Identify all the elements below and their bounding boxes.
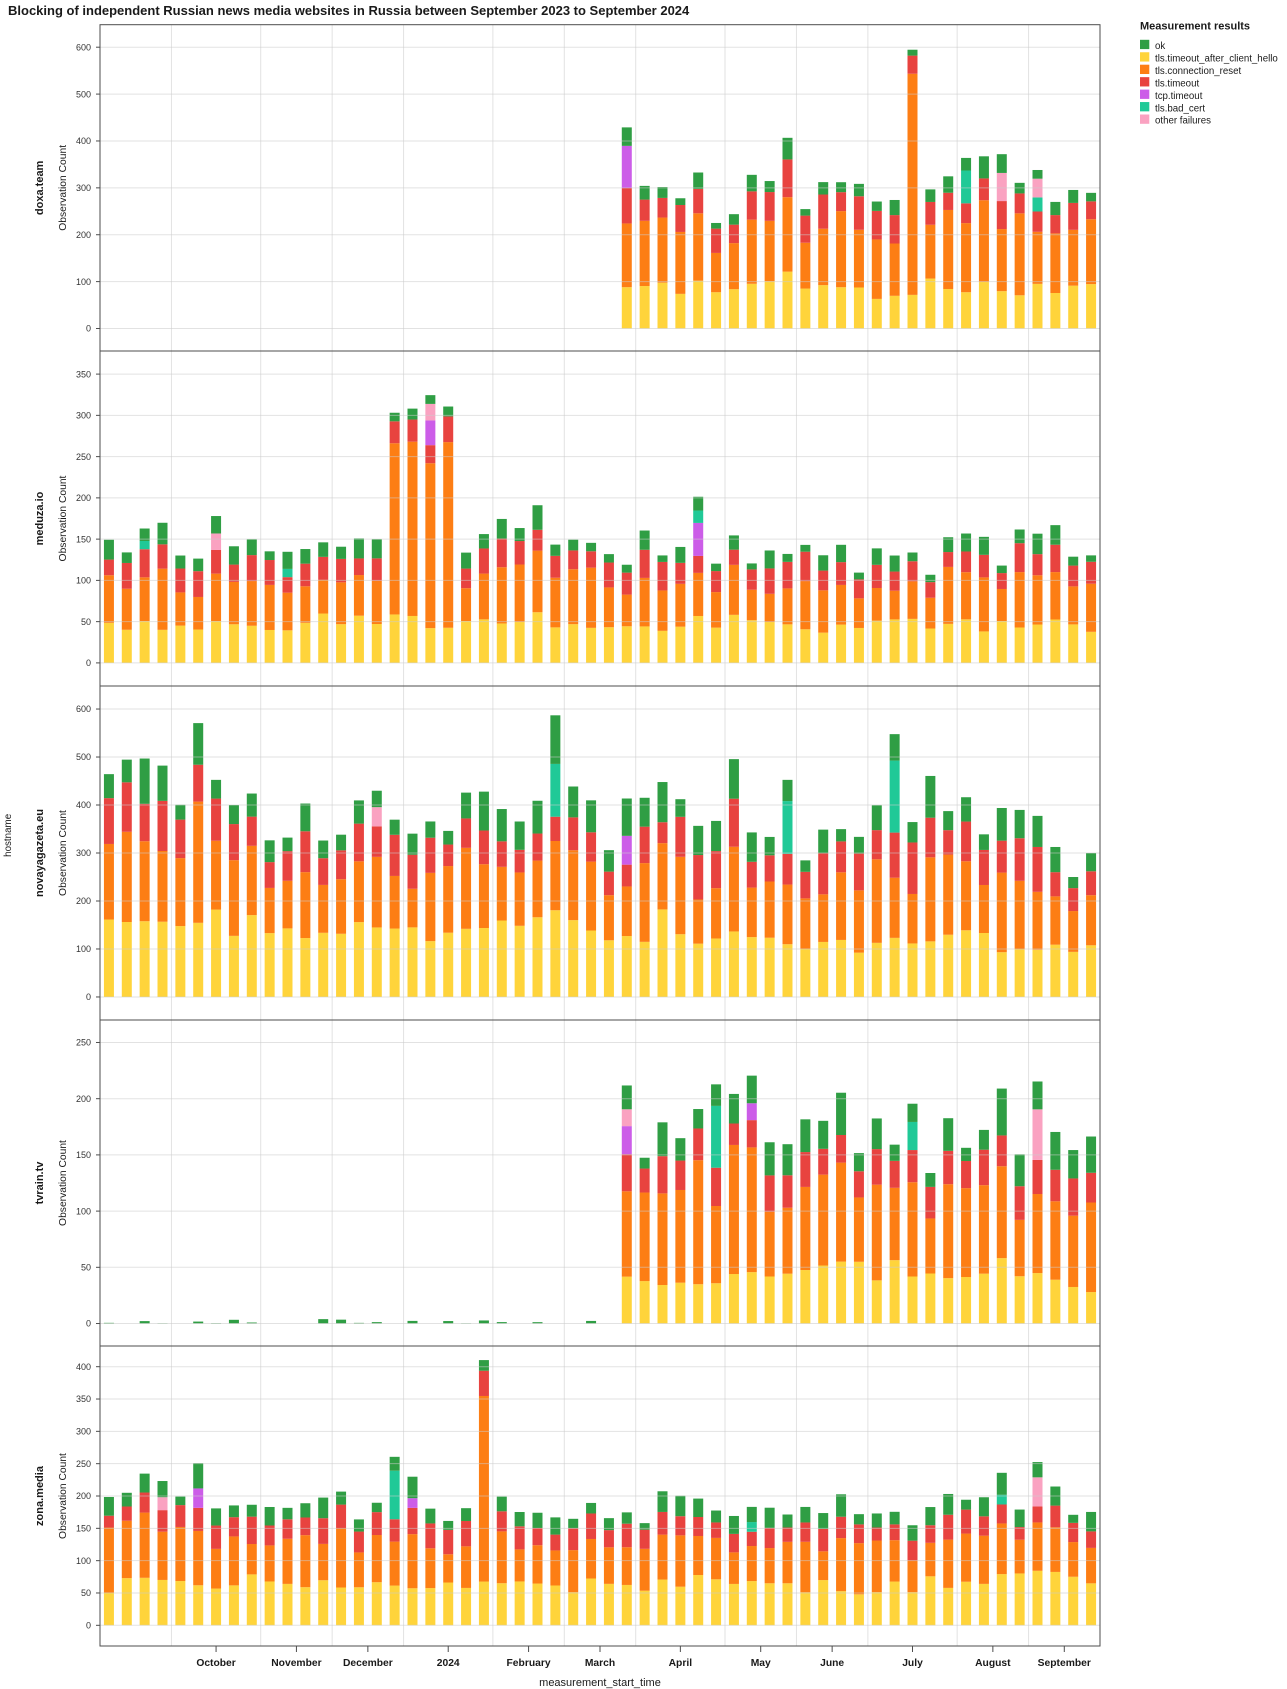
svg-text:Observation Count: Observation Count xyxy=(58,810,69,896)
svg-text:April: April xyxy=(669,1658,693,1669)
svg-text:zona.media: zona.media xyxy=(34,1465,46,1526)
svg-text:250: 250 xyxy=(76,1038,91,1048)
svg-text:0: 0 xyxy=(86,658,91,668)
svg-text:tcp.timeout: tcp.timeout xyxy=(1155,91,1203,102)
svg-text:novayagazeta.eu: novayagazeta.eu xyxy=(34,809,46,897)
svg-text:June: June xyxy=(820,1658,844,1669)
svg-text:400: 400 xyxy=(76,1362,91,1372)
svg-text:ok: ok xyxy=(1155,41,1165,52)
svg-text:Observation Count: Observation Count xyxy=(58,145,69,231)
svg-text:measurement_start_time: measurement_start_time xyxy=(539,1677,661,1689)
svg-text:Observation Count: Observation Count xyxy=(58,1140,69,1226)
svg-text:hostname: hostname xyxy=(3,813,14,857)
svg-text:400: 400 xyxy=(76,800,91,810)
svg-text:250: 250 xyxy=(76,452,91,462)
svg-text:250: 250 xyxy=(76,1459,91,1469)
svg-text:May: May xyxy=(751,1658,771,1669)
svg-text:0: 0 xyxy=(86,1319,91,1329)
svg-text:50: 50 xyxy=(81,617,91,627)
svg-text:100: 100 xyxy=(76,944,91,954)
svg-text:350: 350 xyxy=(76,1394,91,1404)
svg-text:other failures: other failures xyxy=(1155,116,1211,127)
svg-text:September: September xyxy=(1038,1658,1091,1669)
svg-text:tls.timeout_after_client_hello: tls.timeout_after_client_hello xyxy=(1155,53,1278,64)
svg-text:600: 600 xyxy=(76,704,91,714)
svg-text:Measurement results: Measurement results xyxy=(1140,21,1250,33)
svg-text:200: 200 xyxy=(76,1094,91,1104)
svg-text:50: 50 xyxy=(81,1263,91,1273)
svg-text:tvrain.tv: tvrain.tv xyxy=(34,1161,46,1205)
svg-text:100: 100 xyxy=(76,576,91,586)
svg-text:150: 150 xyxy=(76,1150,91,1160)
svg-text:0: 0 xyxy=(86,1621,91,1631)
svg-text:200: 200 xyxy=(76,896,91,906)
svg-text:December: December xyxy=(343,1658,393,1669)
svg-text:meduza.io: meduza.io xyxy=(34,491,46,545)
svg-text:tls.bad_cert: tls.bad_cert xyxy=(1155,103,1205,114)
svg-text:300: 300 xyxy=(76,411,91,421)
svg-text:February: February xyxy=(507,1658,551,1669)
svg-text:200: 200 xyxy=(76,230,91,240)
svg-text:400: 400 xyxy=(76,136,91,146)
svg-text:150: 150 xyxy=(76,1524,91,1534)
svg-text:March: March xyxy=(585,1658,615,1669)
svg-text:November: November xyxy=(271,1658,321,1669)
svg-text:100: 100 xyxy=(76,277,91,287)
svg-text:Observation Count: Observation Count xyxy=(58,475,69,561)
svg-text:October: October xyxy=(196,1658,235,1669)
svg-text:Blocking of independent Russia: Blocking of independent Russian news med… xyxy=(8,3,690,18)
svg-text:300: 300 xyxy=(76,183,91,193)
svg-text:200: 200 xyxy=(76,1491,91,1501)
svg-text:0: 0 xyxy=(86,992,91,1002)
svg-text:100: 100 xyxy=(76,1556,91,1566)
svg-text:300: 300 xyxy=(76,848,91,858)
svg-text:doxa.team: doxa.team xyxy=(34,160,46,215)
svg-text:200: 200 xyxy=(76,493,91,503)
svg-text:50: 50 xyxy=(81,1588,91,1598)
svg-text:0: 0 xyxy=(86,324,91,334)
svg-text:600: 600 xyxy=(76,42,91,52)
svg-text:100: 100 xyxy=(76,1206,91,1216)
svg-text:tls.connection_reset: tls.connection_reset xyxy=(1155,66,1241,77)
svg-text:500: 500 xyxy=(76,89,91,99)
svg-text:150: 150 xyxy=(76,534,91,544)
svg-text:August: August xyxy=(975,1658,1011,1669)
svg-text:tls.timeout: tls.timeout xyxy=(1155,78,1199,89)
svg-text:2024: 2024 xyxy=(437,1658,460,1669)
svg-text:Observation Count: Observation Count xyxy=(58,1453,69,1539)
svg-text:500: 500 xyxy=(76,752,91,762)
svg-text:350: 350 xyxy=(76,369,91,379)
svg-text:July: July xyxy=(902,1658,923,1669)
svg-text:300: 300 xyxy=(76,1427,91,1437)
